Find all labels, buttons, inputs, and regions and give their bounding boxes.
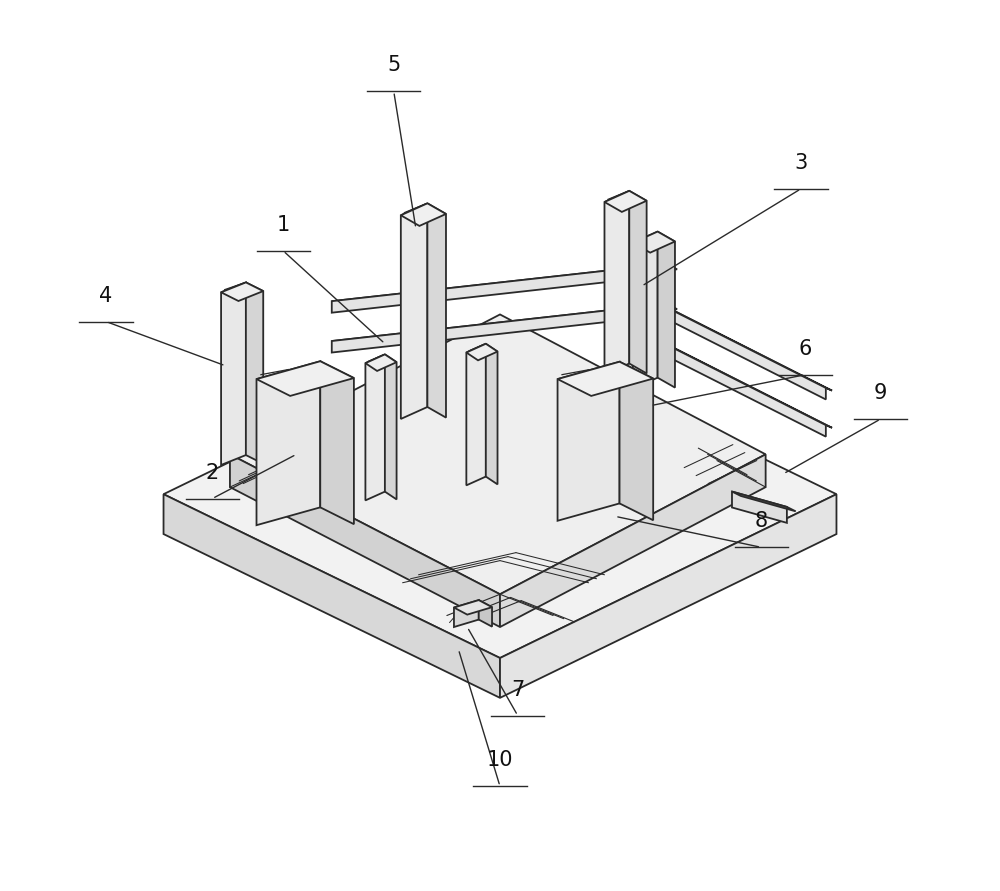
Polygon shape: [320, 361, 354, 524]
Polygon shape: [633, 232, 658, 388]
Polygon shape: [500, 454, 766, 627]
Text: 5: 5: [387, 55, 400, 76]
Polygon shape: [332, 304, 666, 353]
Polygon shape: [401, 203, 446, 226]
Text: 1: 1: [276, 215, 290, 234]
Polygon shape: [620, 362, 653, 520]
Polygon shape: [668, 308, 826, 399]
Polygon shape: [257, 361, 320, 525]
Polygon shape: [164, 331, 836, 658]
Polygon shape: [230, 454, 500, 627]
Polygon shape: [332, 264, 677, 307]
Text: 6: 6: [799, 339, 812, 359]
Polygon shape: [668, 346, 826, 437]
Polygon shape: [668, 346, 832, 428]
Text: 8: 8: [755, 511, 768, 531]
Polygon shape: [230, 315, 766, 594]
Polygon shape: [633, 232, 675, 253]
Polygon shape: [385, 355, 397, 500]
Polygon shape: [257, 361, 354, 396]
Polygon shape: [604, 191, 629, 374]
Polygon shape: [401, 203, 427, 419]
Polygon shape: [486, 344, 498, 485]
Polygon shape: [558, 362, 620, 520]
Polygon shape: [454, 601, 492, 615]
Polygon shape: [365, 355, 385, 501]
Polygon shape: [558, 362, 653, 396]
Polygon shape: [221, 282, 246, 465]
Text: 9: 9: [874, 383, 887, 403]
Polygon shape: [221, 282, 263, 301]
Text: 10: 10: [487, 750, 513, 771]
Polygon shape: [332, 264, 666, 313]
Polygon shape: [466, 344, 486, 486]
Polygon shape: [500, 495, 836, 698]
Polygon shape: [454, 601, 479, 627]
Polygon shape: [246, 282, 263, 463]
Polygon shape: [427, 203, 446, 418]
Polygon shape: [604, 191, 647, 212]
Polygon shape: [164, 495, 500, 698]
Text: 3: 3: [794, 152, 808, 173]
Polygon shape: [732, 492, 787, 523]
Text: 7: 7: [511, 680, 524, 699]
Polygon shape: [629, 191, 647, 373]
Text: 2: 2: [206, 462, 219, 483]
Polygon shape: [668, 308, 832, 390]
Text: 4: 4: [99, 286, 113, 306]
Polygon shape: [365, 355, 397, 371]
Polygon shape: [658, 232, 675, 388]
Polygon shape: [332, 304, 677, 347]
Polygon shape: [732, 492, 796, 511]
Polygon shape: [479, 601, 492, 626]
Polygon shape: [466, 344, 498, 360]
